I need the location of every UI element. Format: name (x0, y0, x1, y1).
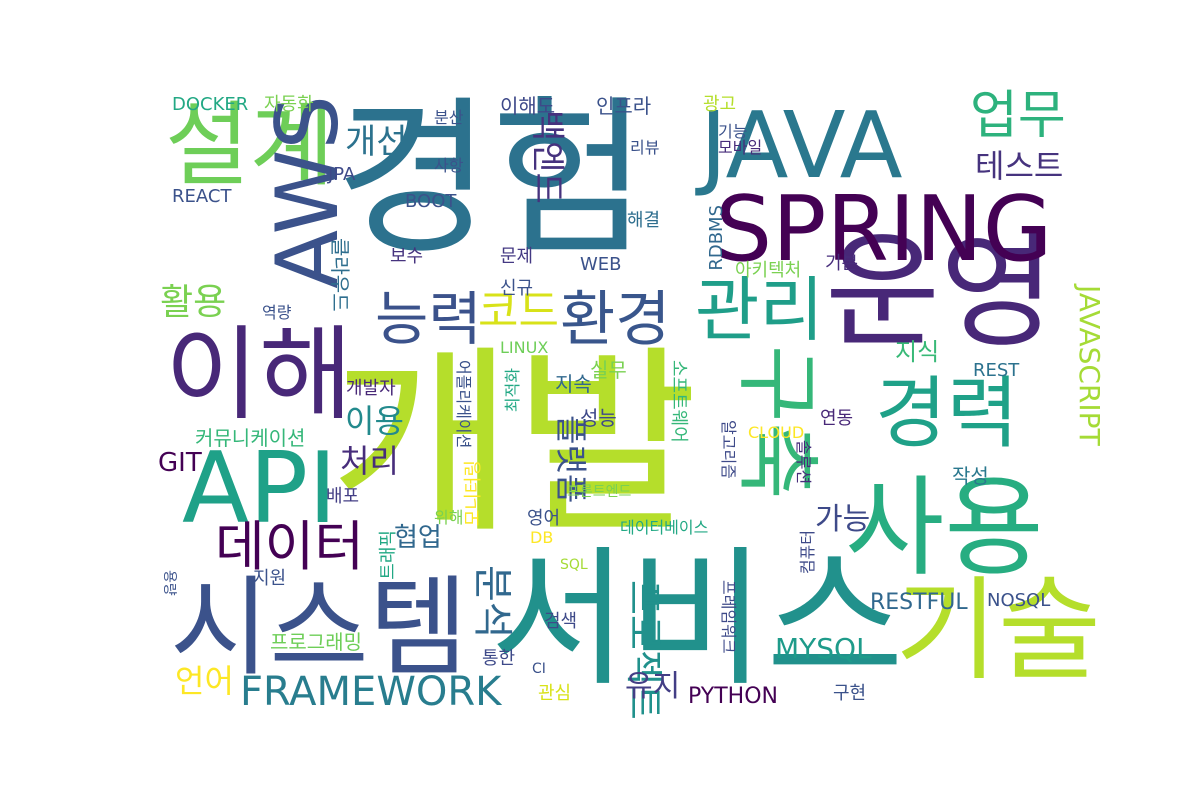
word-80: 분산 (434, 108, 464, 127)
word-41: 클라우드 (328, 238, 352, 312)
word-70: 지원 (253, 568, 287, 589)
word-68: REST (973, 360, 1020, 381)
word-20: FRAMEWORK (240, 669, 502, 715)
word-66: 연동 (820, 408, 854, 429)
word-86: 위해 (434, 508, 464, 527)
word-23: 테스트 (975, 147, 1064, 185)
word-8: 설계 (165, 92, 335, 199)
word-91: 최적화 (503, 368, 522, 413)
word-51: 보수 (390, 246, 424, 267)
word-6: SPRING (715, 177, 1053, 282)
word-49: 실무 (590, 358, 627, 382)
word-57: JPA (328, 164, 356, 185)
word-75: 역량 (262, 303, 292, 322)
word-50: 문제 (500, 246, 534, 267)
word-3: 시스템 (170, 566, 469, 691)
word-40: PYTHON (688, 684, 778, 709)
word-77: 기능 (718, 122, 748, 141)
word-78: 모바일 (718, 138, 763, 157)
word-30: 이용 (345, 402, 404, 440)
word-42: 커뮤니케이션 (195, 426, 306, 450)
word-29: 처리 (340, 442, 399, 480)
word-45: 이해도 (500, 94, 556, 118)
word-43: 프로그래밍 (270, 630, 362, 654)
word-18: 데이터 (215, 515, 365, 578)
word-96: 프레임워크 (719, 580, 738, 654)
word-89: 모니터링 (463, 460, 484, 527)
word-97: 프론트엔드 (567, 484, 632, 500)
word-5: JAVA (700, 92, 903, 199)
word-92: 소프트웨어 (668, 360, 689, 443)
word-65: 구현 (833, 683, 867, 704)
word-37: 지식 (895, 338, 940, 366)
word-55: DOCKER (172, 94, 249, 115)
word-62: 영어 (527, 508, 561, 529)
word-2: 서비스 (490, 533, 905, 707)
word-98: 데이터베이스 (620, 518, 709, 537)
word-21: 코드 (478, 286, 559, 337)
word-53: REACT (172, 186, 232, 207)
word-13: 경력 (875, 369, 1019, 459)
word-4: 운영 (825, 220, 1055, 365)
word-54: BOOT (405, 191, 457, 212)
word-32: MYSQL (775, 632, 872, 665)
word-31: JAVASCRIPT (1073, 285, 1106, 446)
word-27: 분석 (469, 565, 515, 639)
word-47: 성능 (580, 406, 617, 430)
word-60: 개발자 (346, 378, 396, 399)
word-79: 리뷰 (630, 138, 660, 157)
word-17: 능력 (375, 285, 482, 353)
word-73: 기본 (825, 253, 859, 274)
word-81: 사항 (434, 156, 464, 175)
word-67: NOSQL (987, 590, 1051, 611)
word-56: 자동화 (264, 94, 314, 115)
word-7: 사용 (845, 466, 1044, 591)
word-11: API (182, 432, 338, 546)
word-90: 어플리케이션 (454, 360, 473, 449)
word-44: 인프라 (596, 94, 652, 118)
word-58: 해결 (627, 210, 661, 231)
word-0: 개발 (330, 328, 699, 561)
word-33: 가능 (815, 502, 871, 537)
word-94: 솔루션 (794, 440, 813, 485)
word-82: CLOUD (748, 423, 805, 442)
word-52: WEB (580, 254, 622, 275)
word-83: DB (530, 528, 554, 547)
word-39: RESTFUL (870, 590, 968, 615)
word-84: SQL (560, 557, 588, 573)
word-24: 백엔드 (527, 110, 567, 204)
word-61: 배포 (326, 486, 360, 507)
word-34: 언어 (175, 662, 234, 700)
word-71: 통한 (482, 648, 516, 669)
word-95: 컴퓨터 (798, 530, 817, 575)
word-88: 트래픽 (378, 530, 399, 580)
word-16: 환경 (560, 285, 671, 355)
word-36: 유지 (625, 669, 681, 704)
word-93: 알고리즘 (719, 420, 738, 479)
word-72: 신규 (500, 278, 534, 299)
word-76: 광고 (703, 94, 737, 115)
word-12: 기술 (895, 566, 1102, 696)
word-38: GIT (158, 448, 202, 478)
word-25: 개선 (345, 122, 408, 162)
word-74: 아키텍처 (735, 260, 802, 281)
word-1: 경험 (335, 81, 648, 279)
word-87: 용량 (161, 570, 177, 596)
word-85: CI (532, 661, 546, 677)
word-19: 업무 (970, 86, 1066, 146)
word-15: 관리 (695, 269, 824, 351)
word-46: 작성 (952, 464, 989, 488)
word-22: 활용 (160, 282, 227, 323)
word-9: 이해 (165, 316, 353, 435)
word-69: LINUX (500, 338, 549, 357)
word-35: 협업 (394, 523, 442, 553)
word-48: 지속 (555, 372, 592, 396)
word-64: 관심 (538, 683, 572, 704)
word-63: 검색 (544, 611, 578, 632)
word-59: RDBMS (706, 205, 727, 271)
